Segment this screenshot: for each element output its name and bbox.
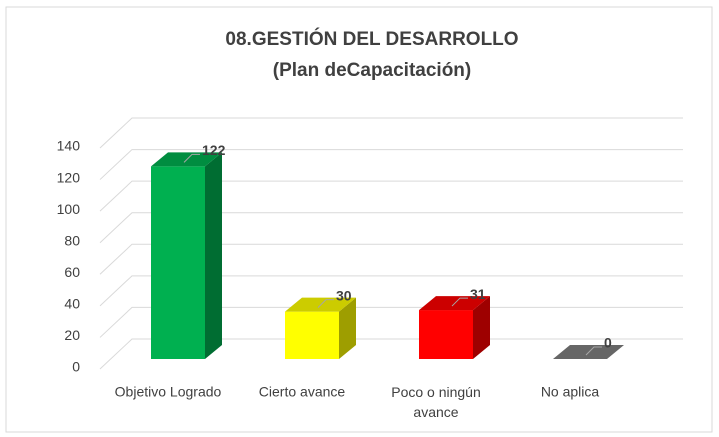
- chart-subtitle: (Plan deCapacitación): [273, 60, 472, 81]
- y-tick-label: 100: [57, 201, 81, 217]
- y-tick-label: 80: [64, 232, 80, 248]
- bar-side: [473, 296, 490, 359]
- x-tick-label: Poco o ningún avance: [391, 384, 481, 420]
- grid-line: [99, 180, 683, 212]
- grid-line: [99, 275, 683, 307]
- data-label: 31: [470, 286, 486, 302]
- x-tick-label: Objetivo Logrado: [115, 384, 222, 400]
- chart-border: [5, 6, 713, 433]
- leader-line: [183, 153, 200, 163]
- y-tick-label: 140: [57, 138, 81, 154]
- bar-front: [151, 166, 205, 359]
- grid-line: [99, 306, 683, 338]
- data-label: 122: [202, 142, 226, 158]
- grid-line: [99, 212, 683, 244]
- data-label: 30: [336, 287, 352, 303]
- x-tick-label: No aplica: [541, 384, 600, 400]
- leader-line: [451, 297, 468, 307]
- bar: [285, 297, 356, 359]
- leader-line: [317, 299, 334, 308]
- y-tick-label: 120: [57, 169, 81, 185]
- bar: [419, 296, 490, 359]
- y-tick-label: 20: [64, 327, 80, 343]
- x-tick-label: Cierto avance: [259, 384, 346, 400]
- y-tick-label: 60: [64, 264, 80, 280]
- grid-line: [99, 117, 683, 149]
- y-tick-label: 40: [64, 296, 80, 312]
- y-tick-label: 0: [72, 359, 80, 375]
- grid-line: [99, 149, 683, 180]
- grid-line: [99, 243, 683, 275]
- data-label: 0: [604, 335, 612, 351]
- chart-title: 08.GESTIÓN DEL DESARROLLO: [225, 28, 518, 50]
- bar: [151, 152, 222, 359]
- grid-line: [99, 338, 683, 370]
- bar-side: [339, 297, 356, 359]
- bar-front: [285, 311, 339, 359]
- leader-line: [585, 346, 602, 356]
- bar-front: [419, 310, 473, 359]
- bar-side: [205, 152, 222, 359]
